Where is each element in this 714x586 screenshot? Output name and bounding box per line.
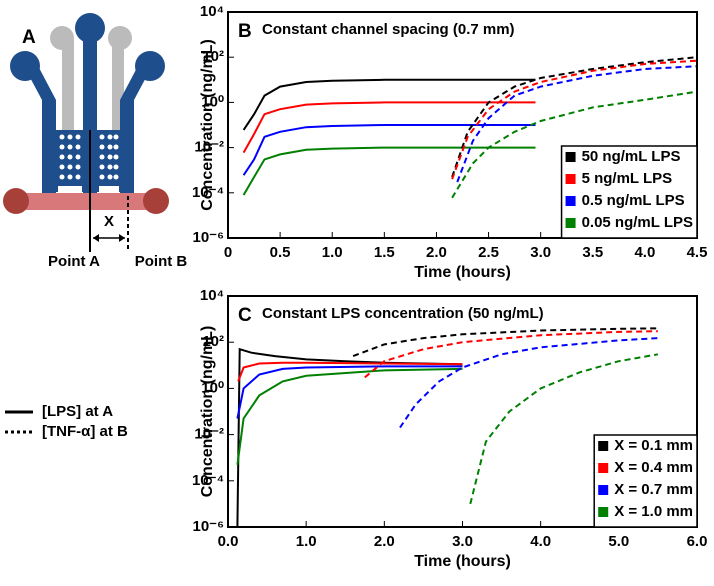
series-line [242, 101, 536, 154]
distance-label: X [104, 213, 114, 230]
legend-swatch [565, 196, 576, 206]
x-axis-title: Time (hours) [414, 264, 511, 281]
point-label: Point A [48, 253, 100, 270]
y-tick-label: 10⁰ [201, 93, 224, 110]
series-line [451, 56, 697, 178]
legend-label: X = 0.1 mm [614, 437, 693, 454]
port [75, 13, 105, 43]
panel-label: A [22, 27, 36, 48]
series-line [242, 124, 536, 176]
x-tick-label: 6.0 [687, 533, 708, 550]
plot-frame [227, 295, 698, 528]
legend: 50 ng/mL LPS 5 ng/mL LPS 0.5 ng/mL LPS 0.05… [560, 145, 698, 239]
x-tick-label: 0 [224, 244, 232, 261]
y-tick-label: 10⁰ [201, 379, 224, 396]
y-tick-label: 10⁴ [200, 3, 224, 20]
chart-title: Constant LPS concentration (50 ng/mL) [262, 305, 544, 322]
port [3, 188, 29, 214]
channel [83, 30, 97, 195]
x-tick-label: 2.0 [426, 244, 447, 261]
series-line [399, 337, 658, 429]
series-line [236, 347, 463, 527]
panel-label: C [238, 305, 252, 326]
series-line [237, 361, 463, 382]
device-diagram [3, 13, 169, 252]
y-tick-label: 10⁻⁶ [192, 229, 224, 246]
x-tick-label: 1.0 [296, 533, 317, 550]
series-line [456, 65, 697, 183]
y-tick-label: 10² [202, 48, 224, 65]
plot-frame [227, 11, 698, 239]
legend-label: [TNF-α] at B [42, 423, 128, 440]
x-tick-label: 4.0 [530, 533, 551, 550]
chamber [56, 130, 83, 192]
x-tick-label: 3.0 [530, 244, 551, 261]
legend-label: 50 ng/mL LPS [582, 148, 681, 165]
channel [120, 62, 150, 195]
y-tick-label: 10⁻² [194, 139, 224, 156]
series-line [242, 78, 536, 131]
point-label: Point B [135, 253, 188, 270]
y-tick-label: 10⁻⁴ [192, 472, 224, 489]
legend-label: 0.5 ng/mL LPS [582, 192, 685, 209]
legend-label: X = 0.7 mm [614, 481, 693, 498]
x-tick-label: 5.0 [608, 533, 629, 550]
legend-swatch [565, 174, 576, 184]
series-line [242, 146, 536, 196]
port [143, 188, 169, 214]
x-tick-label: 1.0 [322, 244, 343, 261]
x-tick-label: 2.5 [478, 244, 499, 261]
legend-frame [560, 145, 698, 239]
chart-title: Constant channel spacing (0.7 mm) [262, 21, 515, 38]
y-axis-title: Concentration (ng/mL) [199, 39, 216, 211]
posts [58, 134, 119, 192]
x-tick-label: 1.5 [374, 244, 395, 261]
channel [26, 62, 56, 195]
legend-swatch [598, 441, 609, 451]
panel-label: B [238, 21, 252, 42]
channel [62, 40, 74, 140]
x-tick-label: 3.5 [582, 244, 603, 261]
x-tick-label: 4.0 [634, 244, 655, 261]
legend: X = 0.1 mm X = 0.4 mm X = 0.7 mm X = 1.0 mm [593, 434, 698, 528]
legend-label: [LPS] at A [42, 403, 113, 420]
x-tick-label: 4.5 [687, 244, 708, 261]
legend-swatch [565, 218, 576, 228]
series-line [352, 327, 658, 358]
port [50, 26, 74, 50]
port [108, 26, 132, 50]
series-line [451, 90, 697, 199]
series-line [364, 330, 658, 379]
legend-swatch [598, 507, 609, 517]
legend-frame [593, 434, 698, 528]
y-tick-label: 10² [202, 333, 224, 350]
legend-swatch [598, 463, 609, 473]
series-line [469, 353, 659, 505]
x-tick-label: 0.5 [270, 244, 291, 261]
x-tick-label: 0.0 [218, 533, 239, 550]
x-tick-label: 2.0 [374, 533, 395, 550]
y-tick-label: 10⁻⁴ [192, 184, 224, 201]
x-axis-title: Time (hours) [414, 553, 511, 570]
series-line [236, 365, 463, 419]
y-tick-label: 10⁻⁶ [192, 518, 224, 535]
legend-label: X = 0.4 mm [614, 459, 693, 476]
legend-label: 0.05 ng/mL LPS [582, 214, 693, 231]
legend-swatch [598, 485, 609, 495]
y-axis-title: Concentration (ng/mL) [199, 326, 216, 498]
x-tick-label: 3.0 [452, 533, 473, 550]
y-tick-label: 10⁻² [194, 426, 224, 443]
port [10, 51, 40, 81]
y-tick-label: 10⁴ [200, 287, 224, 304]
main-channel [16, 193, 156, 210]
legend-swatch [565, 152, 576, 162]
legend-label: X = 1.0 mm [614, 503, 693, 520]
series-line [451, 59, 697, 180]
series-line [236, 367, 463, 465]
legend-label: 5 ng/mL LPS [582, 170, 673, 187]
port [135, 51, 165, 81]
